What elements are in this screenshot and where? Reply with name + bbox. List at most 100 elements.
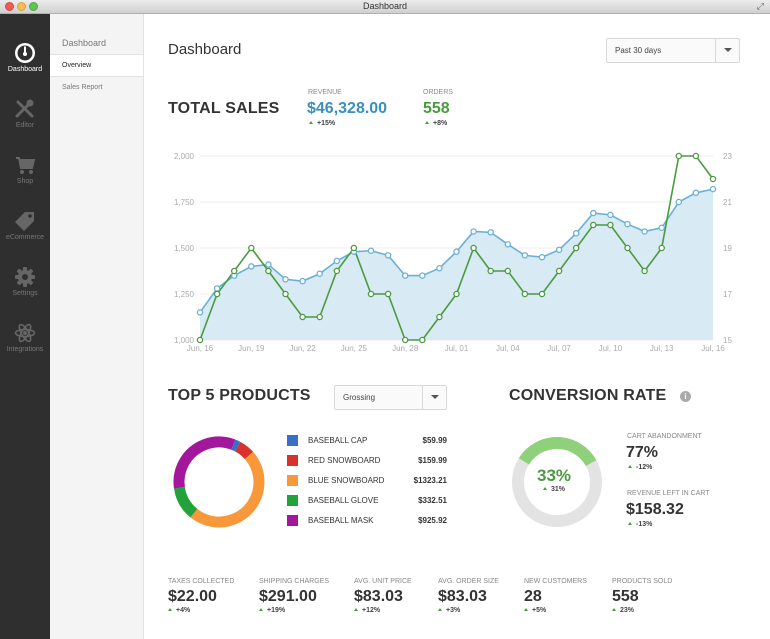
stat-delta: +12% (354, 607, 412, 614)
orders-point (436, 313, 443, 321)
conversion-ring-progress (512, 437, 602, 527)
date-range-dropdown-button[interactable] (715, 39, 739, 62)
subnav-item-overview[interactable]: Overview (50, 54, 143, 76)
revenue-left-delta-text: -13% (636, 521, 653, 528)
stat-delta-text: +3% (446, 607, 461, 614)
y-right-tick-label: 23 (723, 152, 732, 161)
stat-value: $291.00 (259, 588, 317, 605)
nav-shop[interactable]: Shop (0, 144, 50, 200)
arrow-up-icon (524, 608, 528, 611)
x-tick-label: Jun, 28 (392, 344, 419, 353)
y-left-tick-label: 1,500 (174, 244, 195, 253)
revenue-point (333, 257, 341, 265)
y-left-tick-label: 1,250 (174, 290, 195, 299)
total-sales-title: TOTAL SALES (168, 100, 280, 117)
subnav-item-sales-report[interactable]: Sales Report (50, 76, 143, 98)
subnav-heading: Dashboard (62, 38, 107, 48)
atom-icon (14, 323, 36, 343)
stat-label: TAXES COLLECTED (168, 578, 235, 585)
arrow-up-icon (425, 121, 429, 124)
stat-label: AVG. ORDER SIZE (438, 578, 499, 585)
revenue-point (436, 264, 443, 272)
cart-abandonment-delta: -12% (628, 464, 652, 471)
legend-name: RED SNOWBOARD (308, 456, 381, 465)
orders-point (230, 267, 238, 275)
nav-dashboard-label: Dashboard (7, 66, 43, 73)
x-tick-label: Jun, 16 (187, 344, 214, 353)
conversion-rate-delta-text: 31% (550, 486, 565, 493)
orders-point (709, 175, 717, 183)
sub-navigation: Dashboard Overview Sales Report (50, 14, 144, 639)
top-products-donut-chart (173, 436, 265, 528)
nav-dashboard[interactable]: Dashboard (0, 32, 50, 88)
title-bar: Dashboard ⤢ (0, 0, 770, 14)
revenue-point (401, 272, 409, 279)
orders-point (367, 290, 375, 298)
orders-point (675, 152, 683, 160)
main-content: Dashboard Past 30 days TOTAL SALES REVEN… (145, 14, 770, 639)
legend-swatch (287, 455, 298, 466)
orders-point (282, 290, 289, 298)
revenue-point (384, 252, 392, 259)
arrow-up-icon (612, 608, 616, 611)
donut-slice (173, 436, 265, 528)
revenue-point (624, 220, 631, 228)
x-tick-label: Jul, 01 (445, 344, 469, 353)
stat-delta-text: +4% (176, 607, 191, 614)
legend-item: RED SNOWBOARD $159.99 (287, 454, 447, 468)
nav-integrations[interactable]: Integrations (0, 312, 50, 368)
nav-editor[interactable]: Editor (0, 88, 50, 144)
orders-point (487, 267, 494, 275)
minimize-window-button[interactable] (17, 2, 26, 11)
date-range-select[interactable]: Past 30 days (606, 38, 740, 63)
cart-abandonment-label: CART ABANDONMENT (627, 433, 702, 440)
donut-slice (173, 436, 265, 528)
orders-point (624, 244, 631, 252)
stat-products-sold: PRODUCTS SOLD 558 23% (612, 578, 672, 614)
arrow-up-icon (542, 487, 547, 490)
stat-delta: +5% (524, 607, 587, 614)
revenue-left-label: REVENUE LEFT IN CART (627, 490, 710, 497)
arrow-up-icon (259, 608, 263, 611)
legend-name: BASEBALL GLOVE (308, 496, 379, 505)
stat-delta: 23% (612, 607, 672, 614)
nav-settings[interactable]: Settings (0, 256, 50, 312)
nav-integrations-label: Integrations (6, 346, 44, 353)
revenue-point (658, 224, 665, 232)
x-tick-label: Jul, 16 (701, 344, 725, 353)
orders-delta-text: +8% (433, 120, 448, 127)
stat-delta: +4% (168, 607, 234, 614)
y-right-tick-label: 21 (723, 198, 732, 207)
stat-delta-text: 23% (620, 607, 635, 614)
info-icon[interactable]: i (680, 391, 691, 402)
arrow-up-icon (628, 465, 632, 468)
nav-editor-label: Editor (15, 122, 35, 129)
stat-avg-order-size: AVG. ORDER SIZE $83.03 +3% (438, 578, 499, 614)
orders-point (607, 221, 614, 229)
legend-value: $925.92 (418, 516, 447, 525)
x-tick-label: Jul, 04 (496, 344, 520, 353)
stat-new-customers: NEW CUSTOMERS 28 +5% (524, 578, 587, 614)
page-title: Dashboard (168, 41, 242, 58)
orders-point (641, 267, 648, 275)
stat-value: $22.00 (168, 588, 217, 605)
legend-value: $159.99 (418, 456, 447, 465)
arrow-up-icon (438, 608, 442, 611)
products-metric-select[interactable]: Grossing (334, 385, 447, 410)
products-metric-dropdown-button[interactable] (422, 386, 446, 409)
revenue-point (607, 211, 614, 219)
orders-point (658, 244, 665, 252)
fullscreen-icon[interactable]: ⤢ (756, 1, 764, 11)
revenue-point (282, 276, 289, 283)
revenue-point (419, 272, 426, 279)
orders-delta: +8% (425, 120, 447, 127)
cart-abandonment-delta-text: -12% (636, 464, 653, 471)
close-window-button[interactable] (5, 2, 14, 11)
nav-ecommerce[interactable]: eCommerce (0, 200, 50, 256)
revenue-point (453, 248, 460, 255)
x-tick-label: Jun, 25 (341, 344, 368, 353)
zoom-window-button[interactable] (29, 2, 38, 11)
revenue-left-delta: -13% (628, 521, 652, 528)
legend-swatch (287, 495, 298, 506)
total-sales-chart: 1,000 1,250 1,500 1,750 2,000 15 17 19 21 23 Jun, … (174, 152, 732, 353)
